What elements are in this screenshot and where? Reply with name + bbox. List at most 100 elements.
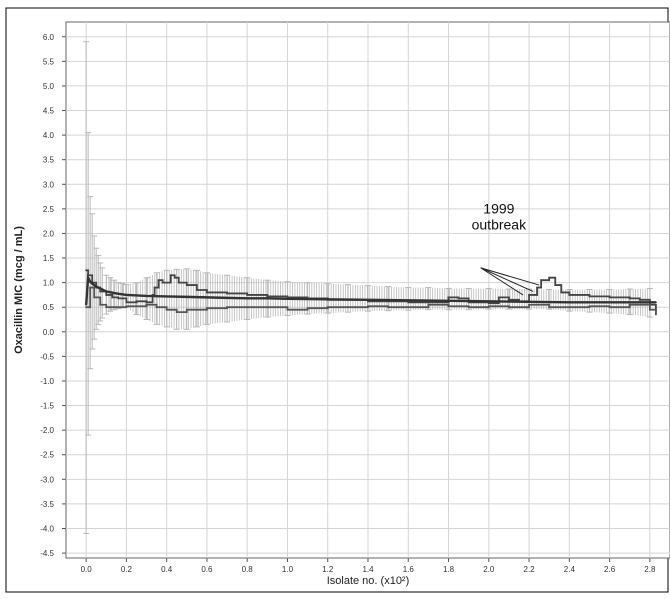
y-tick-label: -1.0 <box>40 377 54 386</box>
y-tick-label: 0.5 <box>43 303 55 312</box>
series-2-point <box>367 305 369 308</box>
series-1-point <box>540 279 543 282</box>
series-2-point <box>467 306 470 309</box>
series-2-point <box>508 306 510 309</box>
x-tick-label: 0.4 <box>161 565 173 574</box>
annotation-arrow <box>480 267 524 296</box>
series-3-point <box>407 299 410 302</box>
y-tick-label: 4.0 <box>43 131 55 140</box>
x-tick-label: 1.6 <box>403 565 415 574</box>
series-2-point <box>608 306 611 309</box>
series-3-point <box>89 280 92 283</box>
x-tick-label: 1.0 <box>282 565 294 574</box>
y-tick-label: 3.5 <box>43 156 55 165</box>
series-2-point <box>528 303 530 306</box>
series-2-point <box>185 308 188 311</box>
series-1-point <box>608 296 611 299</box>
series-1-point <box>111 296 114 299</box>
y-axis-label: Oxacillin MIC (mcg / mL) <box>13 226 25 354</box>
series-3-point <box>87 276 90 279</box>
series-1-point <box>447 296 450 299</box>
y-tick-label: 2.0 <box>43 229 55 238</box>
y-tick-label: -3.5 <box>40 500 54 509</box>
series-1-point <box>487 302 490 305</box>
series-1-point <box>628 297 631 300</box>
series-2-point <box>286 308 289 311</box>
series-2-point <box>125 305 128 308</box>
x-tick-label: 0.6 <box>201 565 213 574</box>
y-tick-label: 6.0 <box>43 33 55 42</box>
series-2-point <box>407 306 410 309</box>
y-tick-label: 2.5 <box>43 205 55 214</box>
x-tick-label: 1.8 <box>443 565 455 574</box>
y-tick-label: -1.5 <box>40 402 54 411</box>
series-3-point <box>568 301 571 304</box>
x-tick-label: 2.6 <box>604 565 616 574</box>
series-2-point <box>326 306 329 309</box>
series-2-point <box>588 305 591 308</box>
x-axis-label: Isolate no. (x10²) <box>327 575 410 587</box>
series-2-point <box>226 306 228 309</box>
series-1-point <box>135 300 138 303</box>
annotation-arrow <box>480 267 540 286</box>
series-1-point <box>548 276 551 279</box>
series-3-point <box>655 301 657 304</box>
series-2-point <box>447 305 450 308</box>
y-tick-label: 1.0 <box>43 279 55 288</box>
series-3-point <box>115 292 118 295</box>
series-1-point <box>206 291 208 294</box>
y-tick-label: -2.0 <box>40 426 54 435</box>
series-3-point <box>145 295 148 297</box>
series-2-point <box>85 306 88 309</box>
series-3-point <box>608 301 611 304</box>
series-3-point <box>101 288 104 291</box>
series-2-point <box>628 303 631 306</box>
series-1-point <box>266 295 269 298</box>
series-1-point <box>427 301 430 304</box>
data-series <box>84 269 657 316</box>
y-tick-labels: 6.0 5.5 5.0 4.5 4.0 3.5 3.0 2.5 2.0 1.5 1.0 0.5 0.0 -… <box>40 33 54 558</box>
x-tick-label: 0.0 <box>81 565 93 574</box>
annotation: 1999 outbreak <box>472 200 540 296</box>
series-2-point <box>246 306 249 309</box>
series-2-point <box>145 303 148 306</box>
series-2-point <box>99 303 102 306</box>
series-3-point <box>91 282 94 285</box>
series-1-point <box>85 269 88 272</box>
series-3-point <box>286 297 289 300</box>
series-3-point <box>648 301 651 304</box>
series-3-point <box>125 294 128 296</box>
annotation-arrow <box>480 267 534 292</box>
x-tick-label: 2.8 <box>644 565 656 574</box>
series-3-point <box>367 298 369 301</box>
series-2-point <box>655 313 657 316</box>
series-1-point <box>457 297 460 300</box>
series-1-point <box>185 284 188 286</box>
series-3-point <box>487 300 490 303</box>
series-3-point <box>105 290 108 293</box>
series-1-point <box>99 290 102 293</box>
x-tick-label: 0.8 <box>242 565 254 574</box>
series-2-point <box>427 303 430 306</box>
series-1-point <box>497 296 500 299</box>
x-tick-label: 1.2 <box>322 565 334 574</box>
series-3-point <box>528 300 530 303</box>
series-3-point <box>447 299 450 302</box>
series-3-point <box>226 296 228 299</box>
series-2-point <box>155 306 158 309</box>
series-2-point <box>93 296 96 299</box>
y-tick-label: 4.5 <box>43 107 55 116</box>
series-1-point <box>173 276 176 279</box>
y-tick-label: 1.5 <box>43 254 55 263</box>
series-2-point <box>346 306 349 309</box>
series-3-point <box>95 285 98 288</box>
x-tick-labels: 0.0 0.2 0.4 0.6 0.8 1.0 1.2 1.4 1.6 1.8 2.0 2.2 2.4 2… <box>81 565 656 574</box>
annotation-line-2: outbreak <box>472 216 527 232</box>
series-1-point <box>226 292 228 295</box>
series-2-point <box>648 308 651 311</box>
y-tick-label: -2.5 <box>40 451 54 460</box>
series-1-point <box>508 298 510 301</box>
y-tick-label: 0.0 <box>43 328 55 337</box>
